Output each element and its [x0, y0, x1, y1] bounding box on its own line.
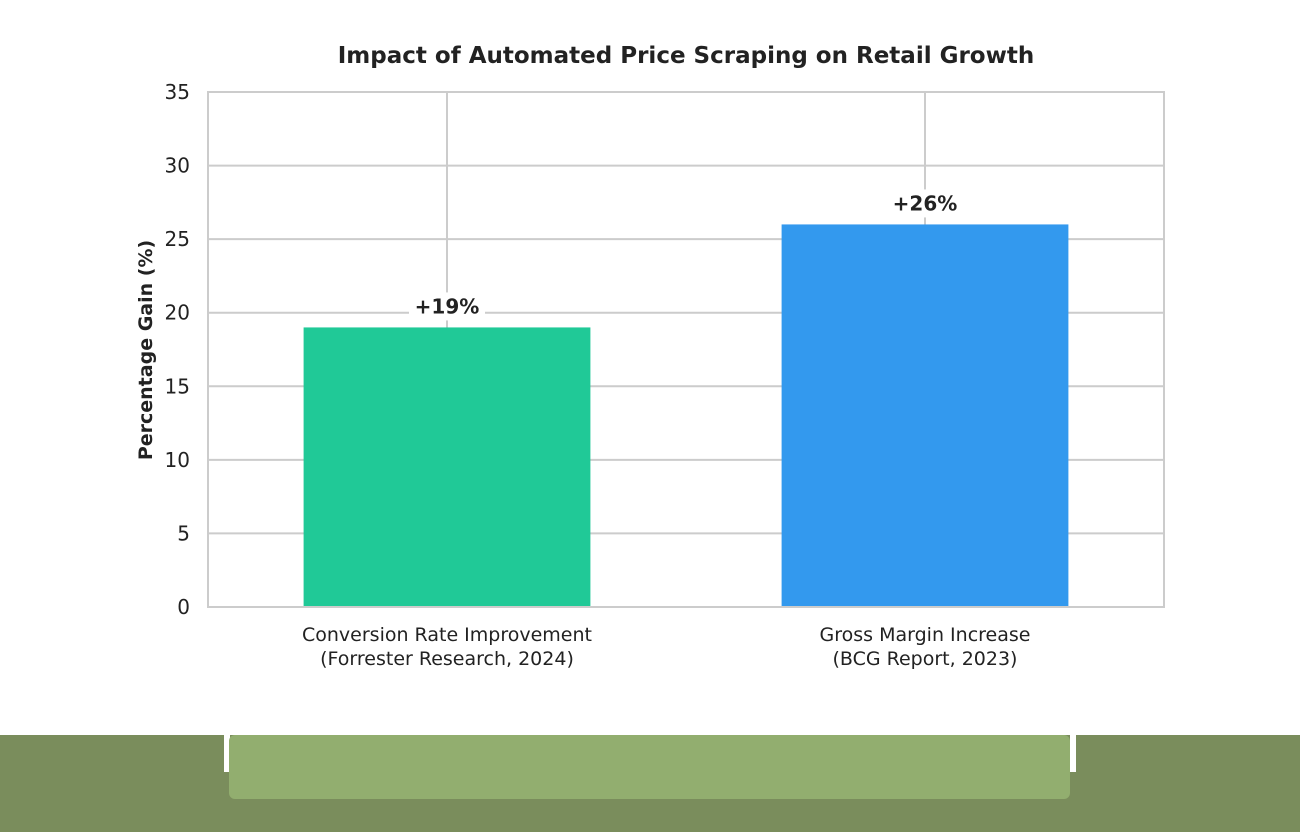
bars — [303, 224, 1069, 607]
y-tick-label: 20 — [165, 301, 190, 325]
bar-chart: Impact of Automated Price Scraping on Re… — [135, 43, 1165, 670]
y-tick-label: 10 — [165, 448, 190, 472]
y-ticks: 0 5 10 15 20 25 30 35 — [165, 80, 190, 619]
bar — [303, 327, 591, 607]
y-tick-label: 15 — [165, 374, 190, 398]
bar — [781, 224, 1069, 607]
data-label-background — [887, 189, 963, 218]
y-tick-label: 30 — [165, 154, 190, 178]
footer-panel — [229, 735, 1070, 799]
y-tick-label: 35 — [165, 80, 190, 104]
x-category-labels: Conversion Rate Improvement(Forrester Re… — [302, 624, 1030, 670]
footer-divider-left — [224, 735, 230, 772]
y-tick-label: 25 — [165, 227, 190, 251]
y-axis-label: Percentage Gain (%) — [135, 240, 157, 460]
data-label-background — [409, 292, 485, 321]
x-category-label: (BCG Report, 2023) — [833, 648, 1018, 670]
plot-frame — [207, 91, 1165, 608]
x-category-label: Conversion Rate Improvement — [302, 624, 592, 646]
y-tick-label: 0 — [177, 595, 190, 619]
data-labels: +19% +26% — [409, 189, 963, 321]
y-tick-label: 5 — [177, 521, 190, 545]
data-label: +19% — [415, 294, 480, 318]
chart-title: Impact of Automated Price Scraping on Re… — [338, 43, 1034, 69]
x-category-label: (Forrester Research, 2024) — [320, 648, 574, 670]
x-category-label: Gross Margin Increase — [820, 624, 1031, 646]
data-label: +26% — [893, 191, 958, 215]
footer-divider-right — [1070, 735, 1076, 772]
